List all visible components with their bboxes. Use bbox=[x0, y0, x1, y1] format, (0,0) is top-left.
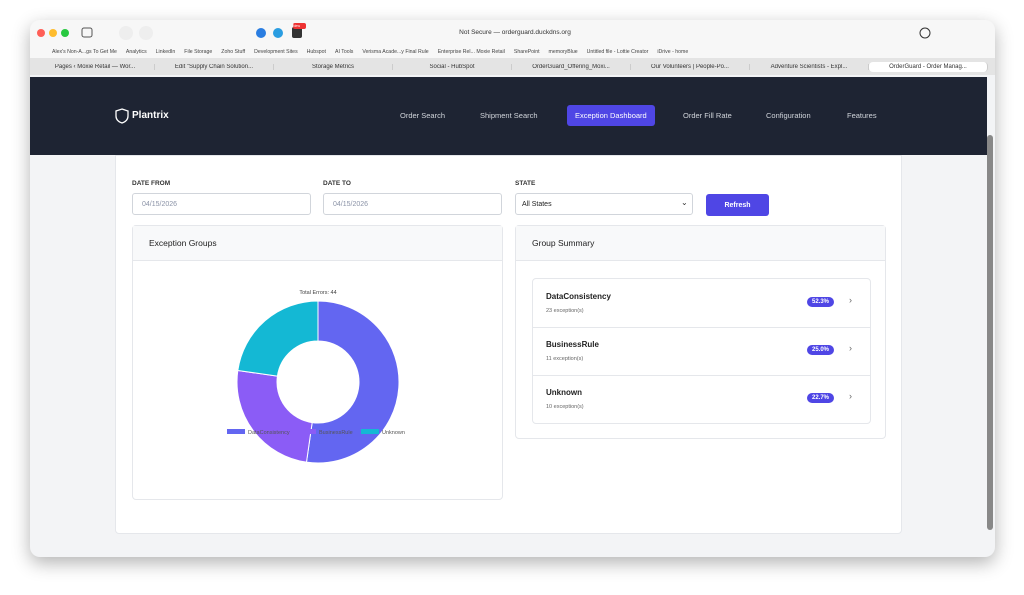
refresh-button[interactable]: Refresh bbox=[706, 194, 769, 216]
bookmark[interactable]: Development Sites bbox=[254, 48, 298, 55]
donut-slice bbox=[305, 300, 400, 464]
tab[interactable]: Social - HubSpot bbox=[393, 63, 512, 70]
tab[interactable]: Pages ‹ Moxie Retail — Wor... bbox=[36, 63, 155, 70]
group-summary-panel: Group Summary DataConsistency 23 exceptio… bbox=[515, 225, 886, 439]
bookmark[interactable]: iDrive - home bbox=[657, 48, 689, 55]
group-share: 52.3% bbox=[807, 297, 835, 307]
nav-item[interactable]: Shipment Search bbox=[480, 111, 538, 120]
panel-title: Group Summary bbox=[532, 238, 595, 248]
legend-swatch bbox=[361, 429, 379, 434]
chevron: ⌄ bbox=[681, 198, 688, 207]
bookmark[interactable]: Verisma Acade...y Final Rule bbox=[362, 48, 429, 55]
donut-chart: Total Errors: 44 DataConsistency Business… bbox=[227, 290, 405, 464]
exception-groups-panel: Exception Groups Total Errors: 44 DataCo… bbox=[132, 225, 503, 500]
bookmark[interactable]: SharePoint bbox=[513, 48, 540, 55]
panel-header: Group Summary bbox=[516, 226, 885, 261]
bookmark[interactable]: AI Tools bbox=[335, 48, 354, 55]
dashboard-card: DATE FROM 04/15/2026 DATE TO 04/15/2026 … bbox=[115, 155, 902, 534]
donut-slice bbox=[237, 300, 319, 377]
group-share: 22.7% bbox=[807, 393, 835, 403]
nav-item[interactable]: Configuration bbox=[766, 111, 811, 120]
bookmark[interactable]: Untitled file - Lottie Creator bbox=[586, 48, 649, 55]
panel-header: Exception Groups bbox=[133, 226, 502, 261]
chevron: › bbox=[849, 295, 852, 305]
donut-slice bbox=[236, 369, 313, 463]
date-input[interactable]: 04/15/2026 bbox=[132, 193, 311, 215]
label: STATE bbox=[515, 180, 536, 187]
nav-item[interactable]: Order Fill Rate bbox=[683, 111, 732, 120]
tab[interactable]: OrderGuard - Order Manag... bbox=[869, 61, 988, 72]
brand[interactable]: Plantrix bbox=[132, 110, 169, 121]
bookmark[interactable]: File Storage bbox=[184, 48, 213, 55]
toolbar-icons bbox=[37, 23, 931, 40]
group-count: 23 exception(s) bbox=[546, 308, 584, 314]
bookmark[interactable]: Analytics bbox=[125, 48, 147, 55]
summary-list: DataConsistency 23 exception(s) 52.3% › Busi… bbox=[532, 278, 871, 424]
tab[interactable]: Edit "Supply Chain Solution... bbox=[155, 63, 274, 70]
tab[interactable]: OrderGuard_Offering_Moxi... bbox=[512, 63, 631, 70]
summary-row[interactable]: BusinessRule 11 exception(s) 25.0% › bbox=[533, 327, 870, 376]
badge: New bbox=[293, 24, 301, 28]
bookmark[interactable]: Alex's Non-A...gs To Get Me bbox=[52, 48, 117, 55]
address-bar[interactable]: Not Secure — orderguard.duckdns.org bbox=[459, 29, 571, 36]
button-label: Refresh bbox=[724, 201, 751, 209]
summary-row[interactable]: Unknown 10 exception(s) 22.7% › bbox=[533, 375, 870, 423]
label: DATE FROM bbox=[132, 180, 171, 187]
group-name: BusinessRule bbox=[546, 340, 599, 349]
tab-bar: Pages ‹ Moxie Retail — Wor... Edit "Suppl… bbox=[30, 58, 995, 75]
legend-swatch bbox=[298, 429, 316, 434]
nav-item[interactable]: Features bbox=[847, 111, 877, 120]
group-name: DataConsistency bbox=[546, 292, 611, 301]
legend-label: DataConsistency bbox=[248, 430, 290, 436]
bookmark[interactable]: Enterprise Rel... Moxie Retail bbox=[437, 48, 505, 55]
group-share: 25.0% bbox=[807, 345, 835, 355]
brand-logo bbox=[115, 108, 129, 124]
tab[interactable]: Our Volunteers | People-Po... bbox=[631, 63, 750, 70]
legend-swatch bbox=[227, 429, 245, 434]
bookmarks-bar: Alex's Non-A...gs To Get Me Analytics Link… bbox=[30, 45, 995, 58]
state-select[interactable]: All States bbox=[515, 193, 693, 215]
legend-label: BusinessRule bbox=[319, 430, 353, 436]
bookmark[interactable]: memoryBlue bbox=[548, 48, 578, 55]
bookmark[interactable]: Zoho Stuff bbox=[221, 48, 246, 55]
nav-item[interactable]: Exception Dashboard bbox=[567, 105, 655, 126]
chart-title: Total Errors: 44 bbox=[299, 290, 336, 296]
group-count: 11 exception(s) bbox=[546, 356, 584, 362]
browser-window: New Not Secure — orderguard.duckdns.org … bbox=[30, 20, 995, 557]
tab[interactable]: Storage Metrics bbox=[274, 63, 393, 70]
summary-row[interactable]: DataConsistency 23 exception(s) 52.3% › bbox=[533, 279, 870, 328]
app-header: Plantrix Order Search Shipment Search Exce… bbox=[30, 77, 987, 155]
chevron: › bbox=[849, 343, 852, 353]
group-name: Unknown bbox=[546, 388, 582, 397]
tab[interactable]: Adventure Scientists - Expl... bbox=[750, 63, 869, 70]
nav-item[interactable]: Order Search bbox=[400, 111, 446, 120]
scrollbar bbox=[987, 135, 993, 530]
panel-title: Exception Groups bbox=[149, 238, 217, 248]
toolbar: New Not Secure — orderguard.duckdns.org bbox=[30, 20, 995, 45]
bookmark[interactable]: Hubspot bbox=[306, 48, 326, 55]
legend-label: Unknown bbox=[382, 430, 405, 436]
label: DATE TO bbox=[323, 180, 351, 187]
bookmark[interactable]: LinkedIn bbox=[155, 48, 176, 55]
date-input[interactable]: 04/15/2026 bbox=[323, 193, 502, 215]
chevron: › bbox=[849, 391, 852, 401]
group-count: 10 exception(s) bbox=[546, 404, 584, 410]
